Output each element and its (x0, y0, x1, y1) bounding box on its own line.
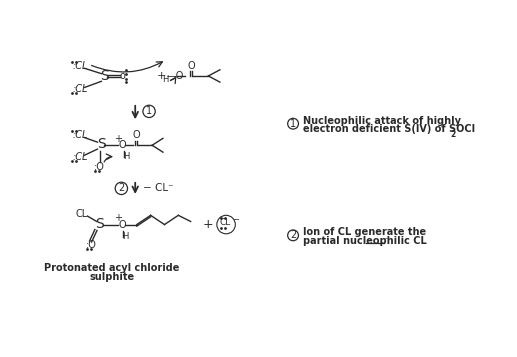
Text: :CL: :CL (72, 152, 87, 162)
Text: H: H (162, 75, 169, 84)
Text: electron deficient S(IV) of SOCl: electron deficient S(IV) of SOCl (303, 124, 475, 134)
Text: :CL: :CL (72, 84, 87, 94)
Text: 2: 2 (118, 183, 125, 193)
Text: S: S (97, 137, 105, 151)
Text: 2: 2 (450, 130, 455, 139)
Text: :O: :O (94, 162, 104, 172)
Text: —O: —O (166, 71, 184, 81)
Text: H: H (123, 152, 129, 161)
Text: +: + (114, 134, 121, 144)
Text: :CL: :CL (72, 130, 87, 140)
Text: Ion of CL generate the: Ion of CL generate the (303, 227, 426, 237)
Text: CL: CL (220, 218, 231, 227)
Text: Protonated acyl chloride: Protonated acyl chloride (44, 263, 180, 273)
Text: 1: 1 (146, 106, 152, 116)
Text: S: S (95, 217, 104, 231)
Text: 1: 1 (290, 119, 296, 129)
Text: +: + (203, 218, 214, 231)
Text: O: O (133, 130, 141, 140)
Text: sulphite: sulphite (89, 272, 135, 282)
Text: H: H (122, 232, 129, 241)
Text: O: O (188, 61, 195, 71)
Text: ⁻: ⁻ (384, 236, 388, 245)
Text: CL: CL (76, 209, 88, 219)
Text: +: + (114, 213, 121, 223)
Text: −: − (232, 215, 239, 224)
Text: :O: :O (86, 240, 97, 250)
Text: partial nucleophilic CL: partial nucleophilic CL (303, 236, 427, 246)
Text: o: o (120, 71, 126, 81)
Text: O: O (118, 140, 126, 150)
Text: Nucleophilic attack of highly: Nucleophilic attack of highly (303, 116, 461, 126)
Text: :CL: :CL (72, 61, 87, 71)
Text: +: + (157, 71, 166, 81)
Text: 2: 2 (290, 230, 296, 240)
Text: S: S (101, 69, 109, 83)
Text: − CL⁻: − CL⁻ (143, 183, 174, 193)
Text: O: O (118, 220, 126, 230)
